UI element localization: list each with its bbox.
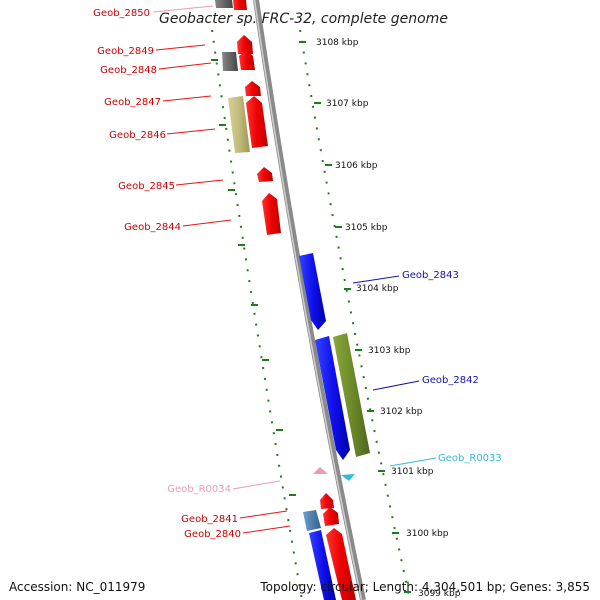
genome-backbone-highlight xyxy=(253,0,363,600)
gene-label-geob-2850[interactable]: Geob_2850 xyxy=(93,8,150,19)
gene-feature-blue-bottom[interactable] xyxy=(309,530,336,600)
gene-feature-geob-2844[interactable] xyxy=(262,193,281,235)
gene-label-geob-2842[interactable]: Geob_2842 xyxy=(422,375,479,386)
gene-feature-geob-2843[interactable] xyxy=(299,253,326,330)
gene-feature-geob-2850[interactable] xyxy=(233,0,247,10)
kbp-label-3103: 3103 kbp xyxy=(368,346,411,356)
gene-feature-geob-2846[interactable] xyxy=(246,96,268,148)
label-leader-lines xyxy=(152,5,437,534)
gene-feature-olive[interactable] xyxy=(333,333,370,457)
gene-feature-geob-2845[interactable] xyxy=(257,167,273,182)
gene-label-geob-2843[interactable]: Geob_2843 xyxy=(402,270,459,281)
kbp-label-3099: 3099 kbp xyxy=(418,589,461,599)
kbp-major-ticks xyxy=(299,41,411,593)
rna-feature-geob-r0033[interactable] xyxy=(341,474,355,481)
outer-tick-ruler xyxy=(299,29,411,600)
gene-label-geob-2848[interactable]: Geob_2848 xyxy=(100,65,157,76)
inner-tick-ruler xyxy=(211,29,303,600)
gene-label-geob-2841[interactable]: Geob_2841 xyxy=(181,514,238,525)
kbp-label-3107: 3107 kbp xyxy=(326,99,369,109)
gene-feature-red-bottom[interactable] xyxy=(326,528,356,600)
gene-feature-geob-2847[interactable] xyxy=(245,81,261,96)
kbp-label-3108: 3108 kbp xyxy=(316,38,359,48)
gene-label-geob-2846[interactable]: Geob_2846 xyxy=(109,130,166,141)
kbp-label-3106: 3106 kbp xyxy=(335,161,378,171)
gene-feature-grey-top[interactable] xyxy=(215,0,233,8)
gene-label-geob-r0034[interactable]: Geob_R0034 xyxy=(167,484,231,495)
genome-backbone xyxy=(253,0,366,600)
gene-label-geob-2847[interactable]: Geob_2847 xyxy=(104,97,161,108)
gene-feature-grey-2848[interactable] xyxy=(222,52,238,71)
gene-feature-geob-2840[interactable] xyxy=(323,507,339,526)
gene-feature-steel-2840[interactable] xyxy=(303,510,321,531)
kbp-label-3105: 3105 kbp xyxy=(345,223,388,233)
inner-major-ticks xyxy=(211,59,296,496)
gene-feature-geob-2842[interactable] xyxy=(315,336,350,460)
accession-text: Accession: NC_011979 xyxy=(9,580,146,594)
gene-feature-geob-2849[interactable] xyxy=(237,35,253,54)
kbp-label-3102: 3102 kbp xyxy=(380,407,423,417)
kbp-label-3100: 3100 kbp xyxy=(406,529,449,539)
gene-label-geob-2840[interactable]: Geob_2840 xyxy=(184,529,241,540)
genome-summary-text: Topology: circular; Length: 4,304,501 bp… xyxy=(260,580,590,594)
gene-label-geob-2849[interactable]: Geob_2849 xyxy=(97,46,154,57)
gene-feature-geob-2848[interactable] xyxy=(239,50,255,70)
map-title: Geobacter sp. FRC-32, complete genome xyxy=(159,11,448,27)
gene-label-geob-2844[interactable]: Geob_2844 xyxy=(124,222,181,233)
gene-label-geob-r0033[interactable]: Geob_R0033 xyxy=(438,453,502,464)
kbp-label-3101: 3101 kbp xyxy=(391,467,434,477)
gene-feature-geob-2841[interactable] xyxy=(320,493,334,509)
gene-label-geob-2845[interactable]: Geob_2845 xyxy=(118,181,175,192)
kbp-label-3104: 3104 kbp xyxy=(356,284,399,294)
rna-feature-geob-r0034[interactable] xyxy=(313,467,328,474)
gene-feature-tan-2846[interactable] xyxy=(228,96,250,153)
